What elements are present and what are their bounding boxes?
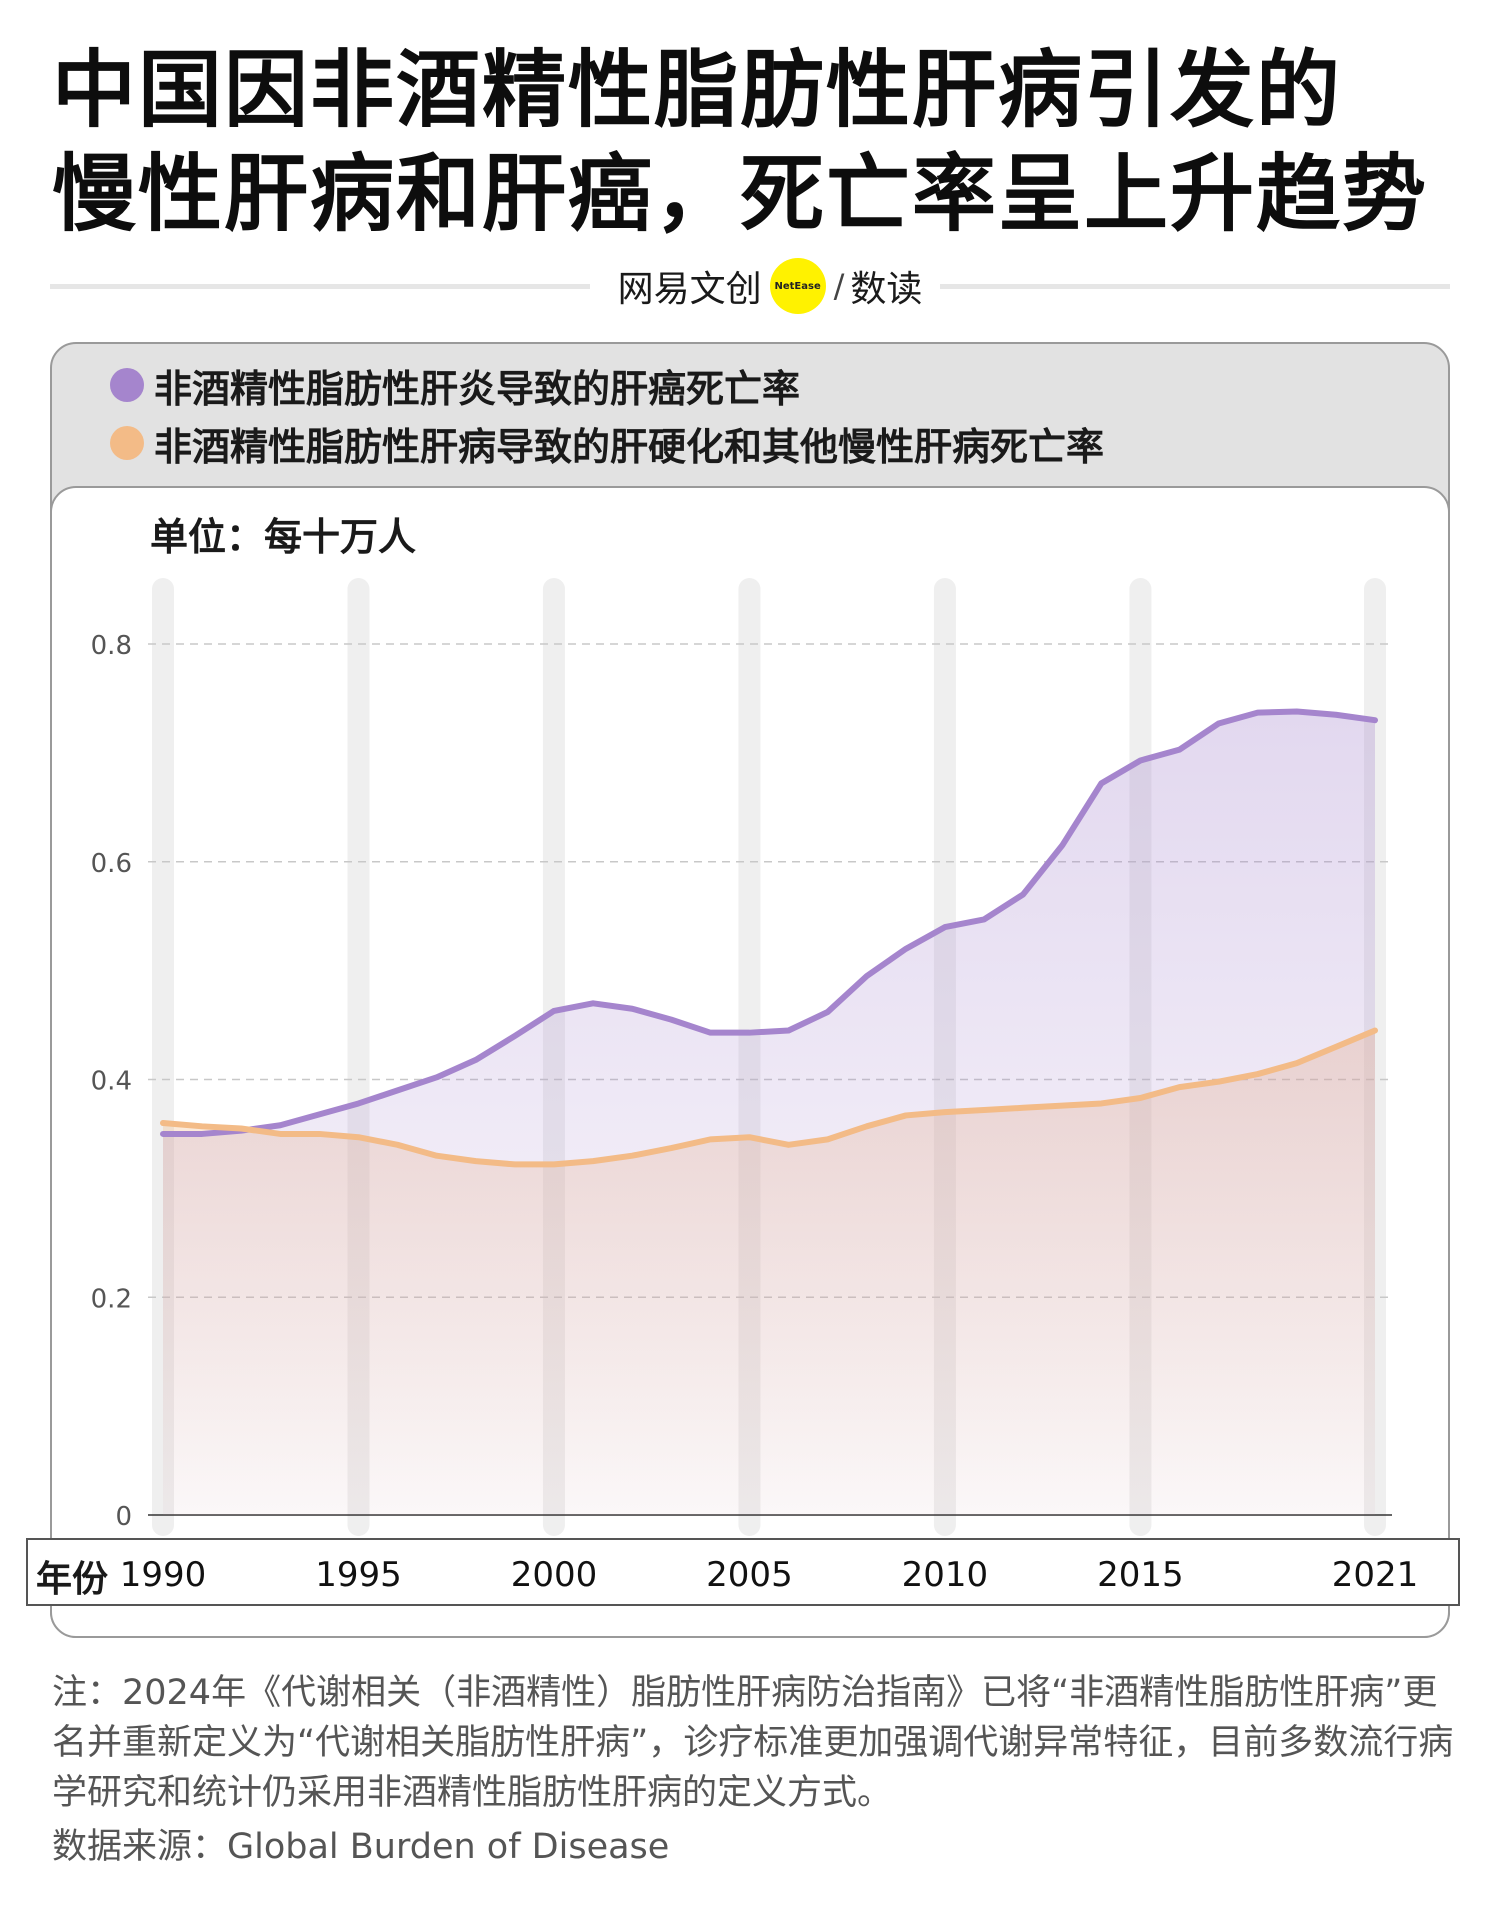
x-axis-title: 年份: [36, 1559, 109, 1600]
legend-item-orange: 非酒精性脂肪性肝病导致的肝硬化和其他慢性肝病死亡率: [110, 414, 1104, 472]
y-tick-labels: 0 0.2 0.4 0.6 0.8: [91, 631, 132, 1532]
series-line-0: [160, 708, 1378, 1137]
title-line-2: 慢性肝病和肝癌，死亡率呈上升趋势: [52, 145, 1429, 243]
page-title: 中国因非酒精性脂肪性肝病引发的 慢性肝病和肝癌，死亡率呈上升趋势: [52, 38, 1472, 246]
legend-dot-purple: [110, 368, 144, 402]
y-tick-label: 0.6: [91, 849, 132, 879]
y-tick-label: 0.8: [91, 631, 132, 661]
y-tick-label: 0: [115, 1502, 132, 1532]
title-line-1: 中国因非酒精性脂肪性肝病引发的: [52, 41, 1343, 139]
footnote: 注：2024年《代谢相关（非酒精性）脂肪性肝病防治指南》已将“非酒精性脂肪性肝病…: [52, 1673, 1454, 1813]
series-areas: [163, 711, 1375, 1515]
brand-slash: /: [833, 267, 845, 305]
brand-row: 网易文创 NetEase / 数读: [50, 256, 1450, 316]
legend-label-purple: 非酒精性脂肪性肝炎导致的肝癌死亡率: [154, 366, 801, 411]
legend-dot-orange: [110, 426, 144, 460]
data-source: 数据来源：Global Burden of Disease: [52, 1827, 670, 1867]
brand-divider-left: [50, 284, 590, 289]
brand-column: 数读: [850, 269, 923, 310]
chart-legend: 非酒精性脂肪性肝炎导致的肝癌死亡率 非酒精性脂肪性肝病导致的肝硬化和其他慢性肝病…: [110, 356, 1104, 472]
x-axis-box: [26, 1538, 1460, 1606]
legend-label-orange: 非酒精性脂肪性肝病导致的肝硬化和其他慢性肝病死亡率: [154, 424, 1105, 469]
brand-name: 网易文创: [617, 269, 762, 310]
y-tick-label: 0.4: [91, 1067, 132, 1097]
legend-item-purple: 非酒精性脂肪性肝炎导致的肝癌死亡率: [110, 356, 1104, 414]
series-lines: [160, 708, 1378, 1168]
series-line-1: [160, 1027, 1378, 1168]
brand-divider-right: [940, 284, 1450, 289]
netease-logo-icon: NetEase: [769, 258, 826, 314]
unit-label: 单位：每十万人: [150, 515, 417, 559]
brand-logo: 网易文创 NetEase / 数读: [610, 256, 930, 316]
y-tick-label: 0.2: [91, 1284, 132, 1314]
series-area-0: [163, 711, 1375, 1515]
